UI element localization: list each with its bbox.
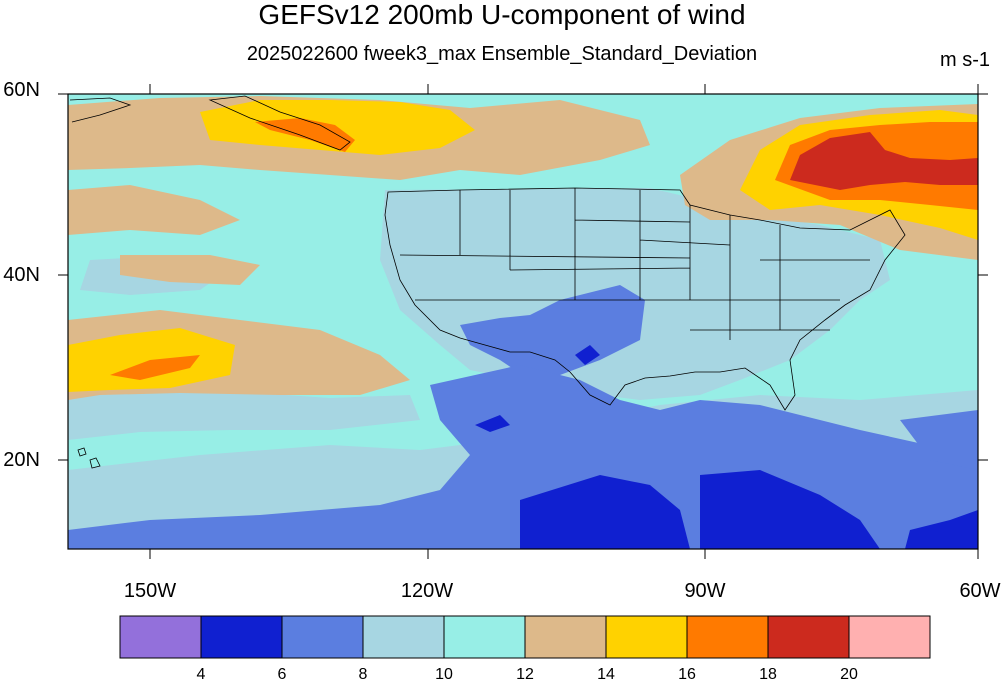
state-lines xyxy=(399,188,870,340)
colorbar-swatch xyxy=(362,615,445,659)
colorbar-tick-label: 14 xyxy=(597,666,615,683)
colorbar-tick-label: 6 xyxy=(277,666,287,683)
lon-label-60w: 60W xyxy=(959,580,1001,602)
colorbar-swatch xyxy=(281,615,364,659)
conus-outline xyxy=(384,187,906,411)
lon-label-90w: 90W xyxy=(684,580,726,602)
field-tan-pac xyxy=(120,255,260,285)
map-title: GEFSv12 200mb U-component of wind xyxy=(258,0,746,30)
colorbar-tick-label: 10 xyxy=(435,666,453,683)
field-darkblue-spot1 xyxy=(475,415,510,432)
field-darkblue-se xyxy=(700,470,880,549)
field-darkblue-east xyxy=(905,510,978,549)
lat-label-60n: 60N xyxy=(3,79,40,101)
colorbar-tick-label: 4 xyxy=(196,666,206,683)
colorbar-swatch xyxy=(686,615,769,659)
map-frame xyxy=(67,93,979,550)
colorbar-tick-label: 18 xyxy=(759,666,777,683)
lon-label-150w: 150W xyxy=(123,580,177,602)
colorbar-swatch xyxy=(119,615,202,659)
colorbar xyxy=(119,615,931,659)
lat-label-20n: 20N xyxy=(3,449,40,471)
colorbar-swatch xyxy=(200,615,283,659)
hawaii-islands xyxy=(77,447,101,469)
colorbar-tick-label: 20 xyxy=(840,666,858,683)
colorbar-swatch xyxy=(767,615,850,659)
axis-ticks xyxy=(58,84,988,559)
lat-label-40n: 40N xyxy=(3,264,40,286)
alaska-coast xyxy=(208,95,351,151)
units-label: m s-1 xyxy=(940,49,990,71)
map-field xyxy=(68,94,978,549)
field-tan-mid xyxy=(68,185,240,235)
colorbar-swatch xyxy=(605,615,688,659)
field-orange-hawaii xyxy=(110,355,200,380)
colorbar-tick-label: 16 xyxy=(678,666,696,683)
field-midblue-east xyxy=(900,410,978,470)
colorbar-tick-label: 12 xyxy=(516,666,534,683)
map-subtitle: 2025022600 fweek3_max Ensemble_Standard_… xyxy=(246,43,758,65)
field-lightblue-pacific xyxy=(68,385,420,440)
greenland-coast xyxy=(69,97,132,123)
lon-label-120w: 120W xyxy=(400,580,454,602)
field-orange-alaska xyxy=(255,118,355,152)
field-midblue-gulf xyxy=(460,285,645,380)
colorbar-swatch xyxy=(848,615,931,659)
field-darkblue-sw xyxy=(520,475,690,549)
field-darkblue-spot2 xyxy=(575,345,600,365)
field-red-ne xyxy=(790,132,978,190)
colorbar-tick-label: 8 xyxy=(358,666,368,683)
colorbar-swatch xyxy=(524,615,607,659)
colorbar-swatch xyxy=(443,615,526,659)
political-boundaries xyxy=(69,95,906,469)
